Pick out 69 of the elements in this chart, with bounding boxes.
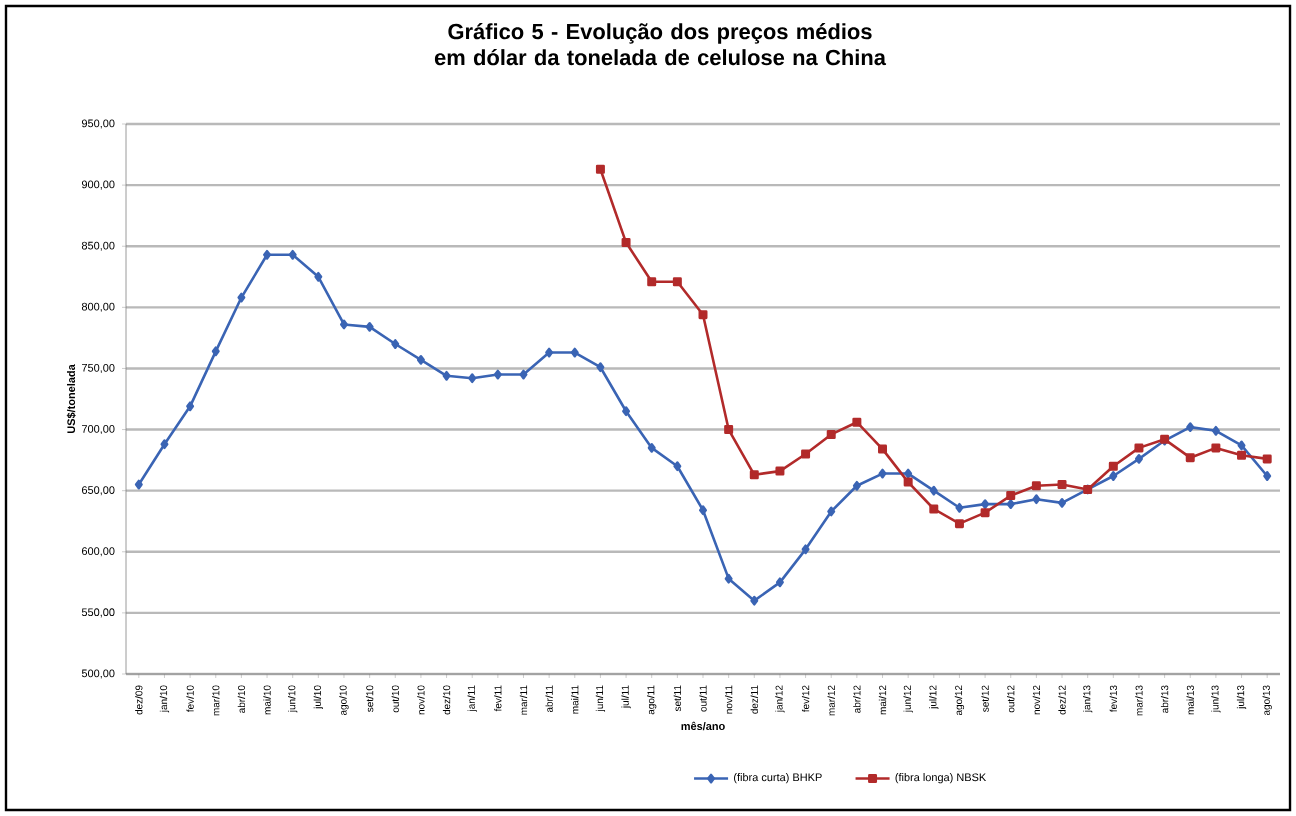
point <box>1211 443 1221 453</box>
point <box>852 417 862 427</box>
point <box>237 292 246 303</box>
point <box>391 339 400 349</box>
point <box>672 277 682 287</box>
point <box>1237 440 1246 451</box>
point <box>1006 491 1016 501</box>
point <box>1109 471 1118 481</box>
chart-title: Gráfico 5 - Evolução dos preços médios em dólar da tonelada de celulose na China <box>434 23 887 66</box>
point <box>904 468 913 479</box>
point <box>981 499 990 510</box>
point <box>211 346 220 357</box>
point <box>1262 454 1272 464</box>
point <box>852 480 861 491</box>
point <box>365 321 374 332</box>
point <box>416 354 425 365</box>
point <box>955 502 964 513</box>
point <box>263 249 272 260</box>
point <box>186 401 195 412</box>
point <box>134 479 143 490</box>
point <box>622 406 631 417</box>
point <box>596 362 605 373</box>
point <box>621 238 631 248</box>
point <box>878 444 888 454</box>
point <box>595 164 605 174</box>
point <box>954 519 964 529</box>
point <box>929 504 939 514</box>
point <box>1006 499 1015 510</box>
point <box>724 425 734 435</box>
point <box>801 544 810 555</box>
point <box>545 347 554 358</box>
point <box>1237 450 1247 460</box>
point <box>1108 461 1118 471</box>
point <box>1058 497 1067 508</box>
point <box>827 506 836 517</box>
point <box>749 470 759 480</box>
point <box>160 439 169 450</box>
point <box>775 466 785 476</box>
point <box>929 485 938 496</box>
point <box>826 429 836 439</box>
point <box>698 310 708 320</box>
point <box>980 508 990 518</box>
point <box>1134 453 1143 464</box>
point <box>1031 481 1041 491</box>
point <box>442 370 451 381</box>
point <box>339 319 348 330</box>
point <box>699 505 707 516</box>
point <box>647 442 656 453</box>
point <box>724 573 733 584</box>
point <box>775 577 784 588</box>
point <box>801 449 811 459</box>
point <box>750 595 759 606</box>
point <box>493 369 502 380</box>
point <box>1032 494 1041 505</box>
point <box>570 347 579 358</box>
point <box>673 461 682 472</box>
point <box>314 271 323 282</box>
point <box>1211 425 1220 436</box>
point <box>1185 453 1195 463</box>
point <box>519 369 528 380</box>
point <box>1263 471 1272 481</box>
point <box>1057 480 1067 490</box>
point <box>1186 422 1195 433</box>
point <box>878 468 887 479</box>
point <box>647 277 657 287</box>
point <box>468 373 477 384</box>
point <box>1134 443 1144 453</box>
point <box>903 477 913 487</box>
point <box>288 249 297 260</box>
